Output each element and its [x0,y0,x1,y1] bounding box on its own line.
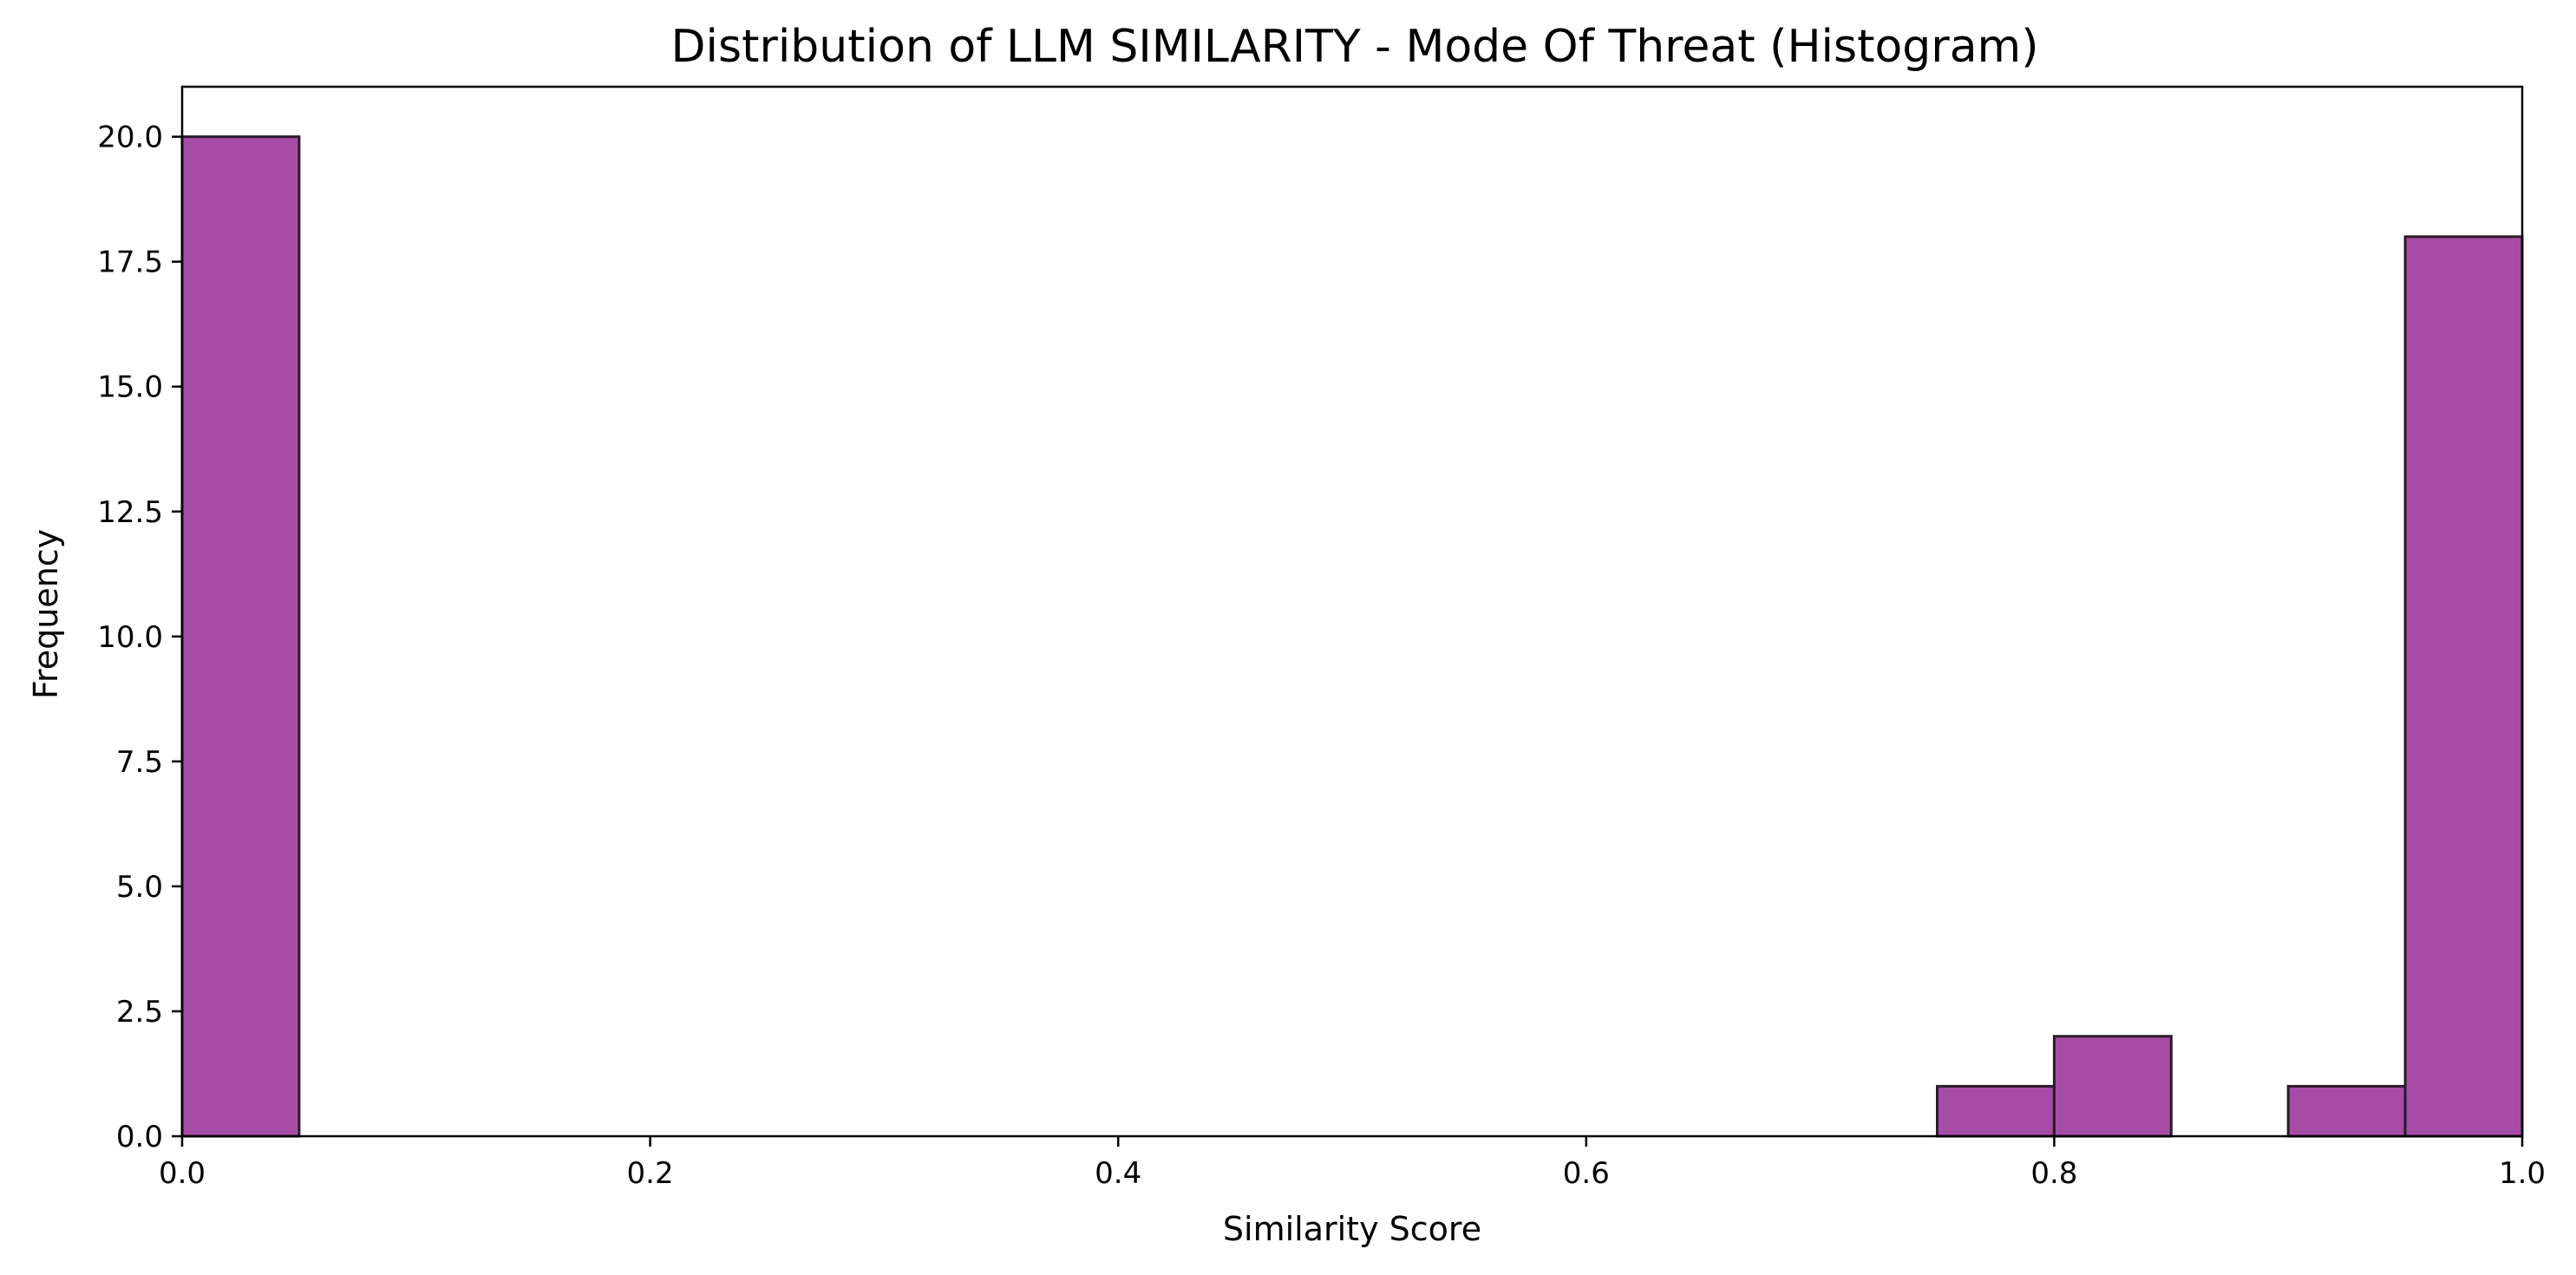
histogram-bar [1936,1084,2056,1138]
x-tick-label: 1.0 [2499,1156,2546,1191]
y-tick-label: 2.5 [116,995,163,1030]
y-tick-label: 15.0 [97,370,163,405]
x-tick-label: 0.8 [2030,1156,2077,1191]
y-tick-label: 7.5 [116,745,163,780]
x-axis-ticks: 0.0 0.2 0.4 0.6 0.8 1.0 [159,1136,2546,1191]
x-tick-label: 0.6 [1563,1156,1610,1191]
y-axis-ticks: 0.0 2.5 5.0 7.5 10.0 12.5 15.0 17.5 20.0 [97,121,182,1154]
y-axis-label: Frequency [27,529,65,699]
y-tick-label: 5.0 [116,870,163,905]
y-tick-label: 0.0 [116,1120,163,1154]
y-tick-label: 12.5 [97,495,163,530]
bars-group [180,135,2524,1138]
x-tick-label: 0.2 [627,1156,674,1191]
x-tick-label: 0.4 [1095,1156,1141,1191]
histogram-bar [2052,1035,2173,1138]
chart-title: Distribution of LLM SIMILARITY - Mode Of… [670,21,2038,73]
y-tick-label: 17.5 [97,245,163,280]
histogram-bar [180,135,301,1138]
y-tick-label: 10.0 [97,620,163,655]
histogram-bar [2403,235,2524,1138]
histogram-bar [2286,1084,2407,1138]
x-tick-label: 0.0 [159,1156,206,1191]
plot-frame [180,85,2524,1138]
x-axis-label: Similarity Score [1223,1210,1481,1248]
y-tick-label: 20.0 [97,121,163,155]
